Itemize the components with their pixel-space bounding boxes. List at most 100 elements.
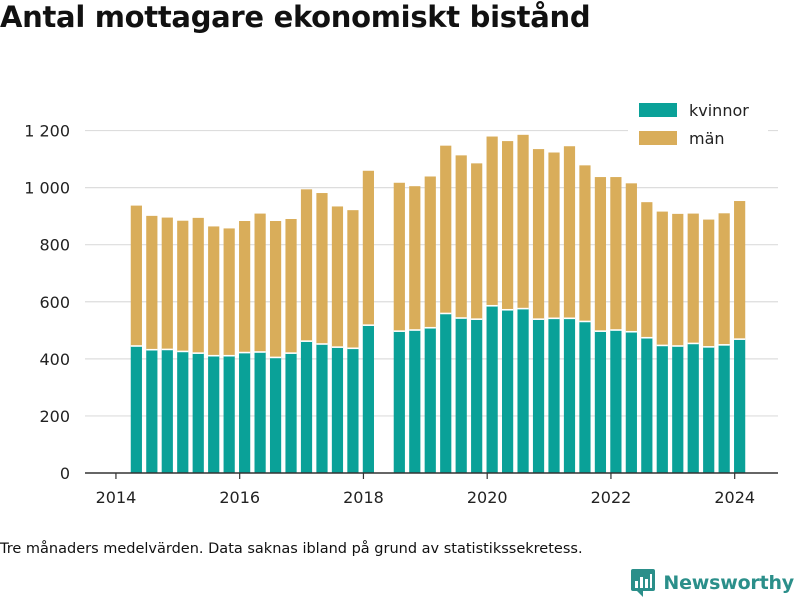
bar-kvinnor-7 [239, 352, 251, 473]
legend-swatch-man [639, 131, 677, 145]
bar-kvinnor-17 [409, 330, 421, 473]
bar-man-34 [672, 213, 684, 347]
bar-kvinnor-2 [161, 349, 173, 473]
bar-kvinnor-20 [455, 318, 467, 473]
y-tick-label-600: 600 [39, 293, 70, 312]
bar-kvinnor-3 [177, 351, 189, 473]
chart-footnote: Tre månaders medelvärden. Data saknas ib… [0, 541, 583, 557]
bars [130, 134, 746, 473]
y-tick-label-800: 800 [39, 236, 70, 255]
x-tick-label-2014: 2014 [96, 488, 137, 507]
bar-kvinnor-33 [656, 345, 668, 473]
bar-kvinnor-36 [703, 346, 715, 473]
bar-kvinnor-30 [610, 330, 622, 473]
bar-kvinnor-26 [548, 318, 560, 473]
bar-man-31 [625, 183, 637, 332]
x-tick-label-2024: 2024 [714, 488, 755, 507]
legend-label-man: män [689, 129, 725, 148]
y-tick-label-1000: 1 000 [24, 179, 70, 198]
bar-man-25 [532, 149, 545, 320]
bar-kvinnor-35 [687, 343, 699, 473]
bar-kvinnor-23 [502, 309, 514, 473]
bar-kvinnor-15 [362, 325, 374, 473]
bar-man-17 [409, 186, 421, 331]
bar-kvinnor-19 [440, 313, 452, 473]
bar-man-29 [594, 177, 607, 332]
bar-man-8 [254, 213, 266, 352]
bar-man-21 [471, 163, 483, 320]
y-tick-label-200: 200 [39, 407, 70, 426]
bar-man-32 [641, 202, 653, 338]
bar-man-36 [703, 219, 715, 347]
bar-kvinnor-22 [486, 305, 498, 473]
bar-kvinnor-37 [718, 344, 730, 473]
bar-man-0 [130, 205, 142, 347]
bar-kvinnor-16 [393, 331, 405, 473]
bar-kvinnor-1 [146, 349, 158, 473]
bar-kvinnor-0 [130, 346, 142, 473]
newsworthy-logo-text: Newsworthy [663, 572, 794, 594]
bar-man-26 [548, 152, 560, 319]
bar-kvinnor-9 [269, 357, 282, 473]
newsworthy-logo-icon [631, 569, 656, 597]
bar-man-16 [393, 182, 405, 332]
x-tick-label-2016: 2016 [219, 488, 260, 507]
bar-man-9 [269, 221, 282, 358]
bar-man-28 [579, 165, 591, 322]
y-tick-label-400: 400 [39, 350, 70, 369]
bar-man-3 [177, 220, 189, 352]
axes: 0 200 400 600 800 1 000 1 200 2014 2016 2018 2020 2… [24, 122, 778, 507]
bar-kvinnor-24 [517, 308, 529, 473]
bar-kvinnor-34 [672, 346, 684, 473]
bar-man-24 [517, 134, 529, 309]
bar-man-12 [316, 193, 328, 345]
bar-man-33 [656, 211, 668, 346]
bar-man-2 [161, 217, 173, 350]
legend-swatch-kvinnor [639, 103, 677, 117]
bar-man-14 [347, 210, 359, 349]
bar-kvinnor-14 [347, 348, 359, 473]
bar-kvinnor-6 [223, 355, 235, 473]
bar-man-38 [734, 201, 746, 340]
bar-kvinnor-28 [579, 321, 591, 473]
bar-man-27 [563, 146, 576, 319]
bar-kvinnor-38 [734, 339, 746, 473]
bar-man-1 [146, 215, 158, 350]
bar-kvinnor-29 [594, 331, 607, 473]
bar-man-10 [285, 219, 297, 354]
legend-label-kvinnor: kvinnor [689, 101, 749, 120]
bar-kvinnor-18 [424, 327, 436, 473]
legend: kvinnor män [628, 96, 768, 156]
bar-kvinnor-27 [563, 318, 576, 473]
bar-man-18 [424, 176, 436, 328]
bar-kvinnor-31 [625, 331, 637, 473]
bar-kvinnor-25 [532, 319, 545, 473]
bar-man-4 [192, 217, 204, 354]
bar-man-37 [718, 213, 730, 345]
bar-man-13 [331, 206, 344, 348]
bar-kvinnor-12 [316, 344, 328, 473]
bar-man-22 [486, 136, 498, 306]
x-tick-label-2018: 2018 [343, 488, 384, 507]
bar-man-15 [362, 170, 374, 326]
bar-kvinnor-21 [471, 319, 483, 473]
bar-man-19 [440, 145, 452, 314]
x-tick-label-2022: 2022 [591, 488, 632, 507]
stacked-bar-chart: 0 200 400 600 800 1 000 1 200 2014 2016 2018 2020 2… [24, 96, 778, 507]
bar-man-30 [610, 177, 622, 331]
bar-man-7 [239, 221, 251, 353]
bar-man-6 [223, 228, 235, 356]
bar-man-35 [687, 213, 699, 344]
bar-man-20 [455, 155, 467, 319]
bar-kvinnor-11 [300, 341, 313, 473]
x-tick-label-2020: 2020 [467, 488, 508, 507]
bar-kvinnor-32 [641, 337, 653, 473]
y-tick-label-1200: 1 200 [24, 122, 70, 141]
bar-kvinnor-5 [208, 355, 220, 473]
newsworthy-logo: Newsworthy [631, 569, 794, 597]
bar-kvinnor-8 [254, 351, 266, 473]
bar-man-5 [208, 226, 220, 356]
bar-man-11 [300, 189, 313, 342]
bar-kvinnor-4 [192, 353, 204, 473]
y-tick-label-0: 0 [60, 464, 70, 483]
